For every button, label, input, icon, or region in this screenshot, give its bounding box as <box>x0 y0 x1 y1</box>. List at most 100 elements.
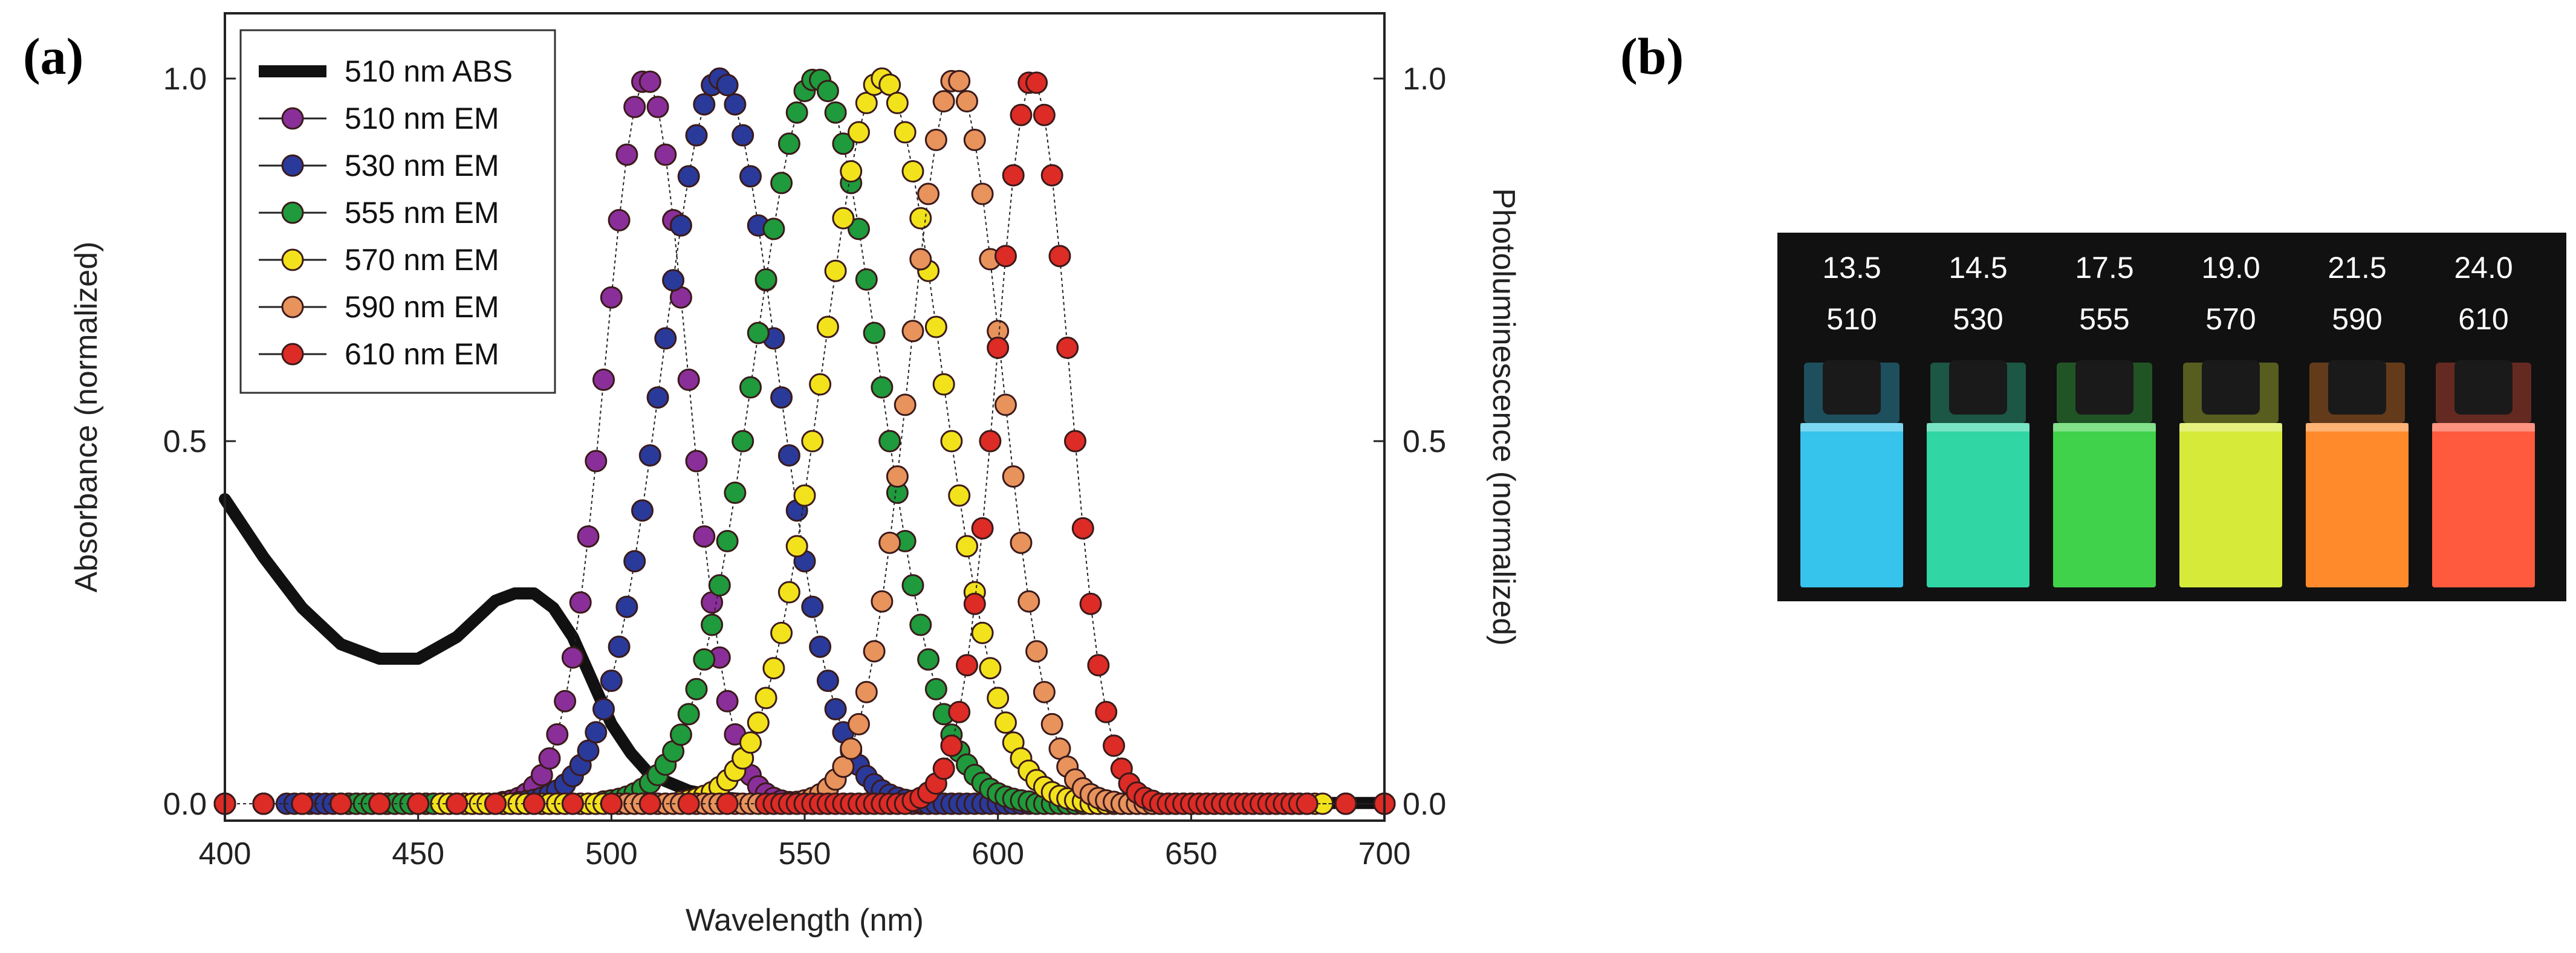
data-point <box>724 481 747 504</box>
vial-radius: 24.0 <box>2454 251 2513 285</box>
vial-cap <box>2454 360 2513 415</box>
legend-marker <box>281 248 304 271</box>
legend-entry: 570 nm EM <box>259 243 499 277</box>
legend-label: 610 nm EM <box>345 337 499 371</box>
legend-label: 590 nm EM <box>345 290 499 324</box>
vial: 13.5 510 <box>1800 251 1903 587</box>
data-point <box>577 739 600 762</box>
data-point <box>801 595 824 618</box>
data-point <box>1095 700 1118 723</box>
data-point <box>693 93 716 116</box>
vial-liquid <box>2053 423 2156 587</box>
data-point <box>932 757 955 780</box>
data-point <box>646 95 669 118</box>
data-point <box>561 792 584 815</box>
vial-wavelength: 610 <box>2458 302 2508 336</box>
data-point <box>878 430 901 453</box>
data-point <box>554 690 577 712</box>
data-point <box>577 525 600 548</box>
vial-wavelength: 590 <box>2332 302 2382 336</box>
data-point <box>1025 71 1048 94</box>
data-point <box>987 686 1010 709</box>
legend-entry: 590 nm EM <box>259 290 499 324</box>
vial-photo: r CdSe core (Å) λ max em. (nm) 13.5 510 14… <box>1634 233 2566 601</box>
data-point <box>1079 592 1102 615</box>
data-point <box>724 93 747 116</box>
data-point <box>1025 640 1048 663</box>
data-point <box>569 591 592 614</box>
data-point <box>638 792 661 815</box>
data-point <box>1103 734 1125 757</box>
data-point <box>546 723 569 746</box>
vial: 21.5 590 <box>2306 251 2409 587</box>
data-point <box>1048 245 1071 268</box>
vial-cap <box>1823 360 1881 415</box>
data-point <box>608 208 631 231</box>
y2-tick-label: 1.0 <box>1403 62 1446 97</box>
data-point <box>608 635 631 658</box>
data-point <box>956 535 978 558</box>
data-point <box>956 90 978 113</box>
data-point <box>677 165 700 188</box>
legend-label: 530 nm EM <box>345 149 499 183</box>
data-point <box>855 680 878 703</box>
data-point <box>801 430 824 453</box>
data-point <box>677 368 700 391</box>
data-point <box>716 74 739 97</box>
data-point <box>407 792 430 815</box>
spectra-chart: 400 450 500 550 600 650 7000.00.51.00.00.51.0 … <box>69 12 1521 938</box>
data-point <box>917 183 940 205</box>
data-point <box>1033 103 1056 126</box>
legend-entry: 530 nm EM <box>259 149 499 183</box>
data-point <box>770 621 793 644</box>
data-point <box>291 792 314 815</box>
data-point <box>484 792 507 815</box>
data-point <box>948 484 971 507</box>
legend-entry: 510 nm EM <box>259 102 499 135</box>
data-point <box>677 792 700 815</box>
vial-liquid <box>2179 423 2282 587</box>
data-point <box>669 723 692 746</box>
data-point <box>901 320 924 343</box>
vial-meniscus <box>2179 423 2282 431</box>
data-point <box>1017 590 1040 613</box>
data-point <box>1002 164 1025 187</box>
data-point <box>592 698 615 720</box>
data-point <box>739 376 762 399</box>
y-tick-label: 0.0 <box>163 787 207 822</box>
vial-meniscus <box>1927 423 2029 431</box>
data-point <box>739 731 762 754</box>
x-tick-label: 500 <box>585 836 638 871</box>
data-point <box>600 670 623 692</box>
vial-wavelength: 555 <box>2079 302 2129 336</box>
radius-symbol: r <box>1638 254 1654 298</box>
vial-radius: 17.5 <box>2075 251 2133 285</box>
x-tick-label: 600 <box>972 836 1024 871</box>
data-point <box>646 386 669 409</box>
data-point <box>1033 680 1056 703</box>
legend-label: 510 nm EM <box>345 102 499 135</box>
data-point <box>716 529 739 552</box>
data-point <box>894 121 917 144</box>
data-point <box>1064 430 1086 453</box>
data-point <box>832 132 855 155</box>
data-point <box>1002 465 1025 488</box>
vial-wavelength: 530 <box>1953 302 2003 336</box>
x-tick-label: 650 <box>1165 836 1218 871</box>
data-point <box>777 581 800 604</box>
data-point <box>538 747 561 770</box>
data-point <box>615 595 638 618</box>
vial-wavelength: 510 <box>1826 302 1877 336</box>
vial-radius: 14.5 <box>1948 251 2007 285</box>
data-point <box>840 737 863 760</box>
data-point <box>585 450 608 473</box>
plot-frame <box>224 12 1386 822</box>
data-point <box>329 792 352 815</box>
data-point <box>446 792 469 815</box>
data-point <box>832 207 855 230</box>
vial-liquid <box>2306 423 2409 587</box>
data-point <box>708 574 731 597</box>
emission-series-group <box>213 67 1396 815</box>
data-point <box>754 268 777 291</box>
